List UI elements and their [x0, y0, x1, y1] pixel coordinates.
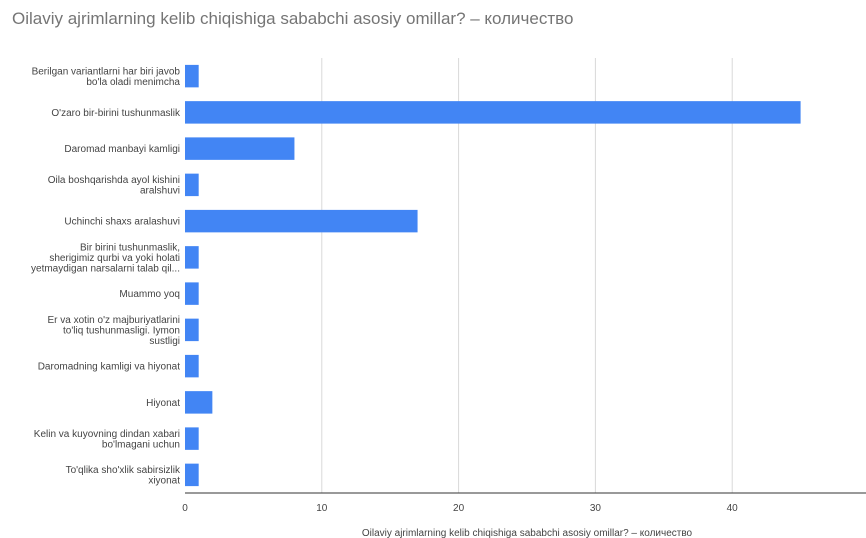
bar [185, 282, 199, 305]
category-label: Oila boshqarishda ayol kishini aralshuvi [48, 175, 180, 197]
category-label: Muammo yoq [119, 289, 180, 300]
category-label: Hiyonat [146, 398, 180, 409]
category-label: Berilgan variantlarni har biri javob bo'l… [32, 66, 181, 88]
x-tick-label: 40 [727, 503, 739, 514]
category-labels: Berilgan variantlarni har biri javob bo'l… [31, 66, 181, 486]
x-tick-label: 0 [182, 503, 188, 514]
bar [185, 173, 199, 197]
bar [185, 209, 418, 233]
x-tick-label: 20 [453, 503, 465, 514]
bar [185, 64, 199, 88]
category-label: Daromad manbayi kamligi [64, 144, 180, 155]
bar [185, 318, 199, 342]
category-label: O'zaro bir-birini tushunmaslik [51, 108, 181, 119]
category-label: Kelin va kuyovning dindan xabari bo'lmaga… [34, 429, 180, 451]
x-axis-title: Oilaviy ajrimlarning kelib chiqishiga sa… [362, 528, 693, 538]
x-tick-label: 30 [590, 503, 602, 514]
x-axis-ticks: 0102030405 [182, 503, 739, 514]
category-label: Bir birini tushunmaslik, sherigimiz qurbi… [31, 242, 180, 274]
category-label: Uchinchi shaxs aralashuvi [64, 217, 180, 228]
x-tick-label: 10 [316, 503, 328, 514]
bars [185, 64, 801, 487]
chart-title: Oilaviy ajrimlarning kelib chiqishiga sa… [12, 9, 574, 28]
bar [185, 246, 199, 269]
category-label: Er va xotin o'z majburiyatlarini to'liq t… [47, 315, 180, 347]
bar [185, 391, 213, 414]
category-label: Daromadning kamligi va hiyonat [38, 362, 181, 373]
bar [185, 354, 199, 378]
category-label: To'qlika sho'xlik sabirsizlik xiyonat [66, 465, 181, 487]
bar [185, 463, 199, 487]
bar [185, 101, 801, 124]
bar [185, 427, 199, 450]
bar [185, 137, 295, 160]
gridlines [321, 58, 733, 493]
